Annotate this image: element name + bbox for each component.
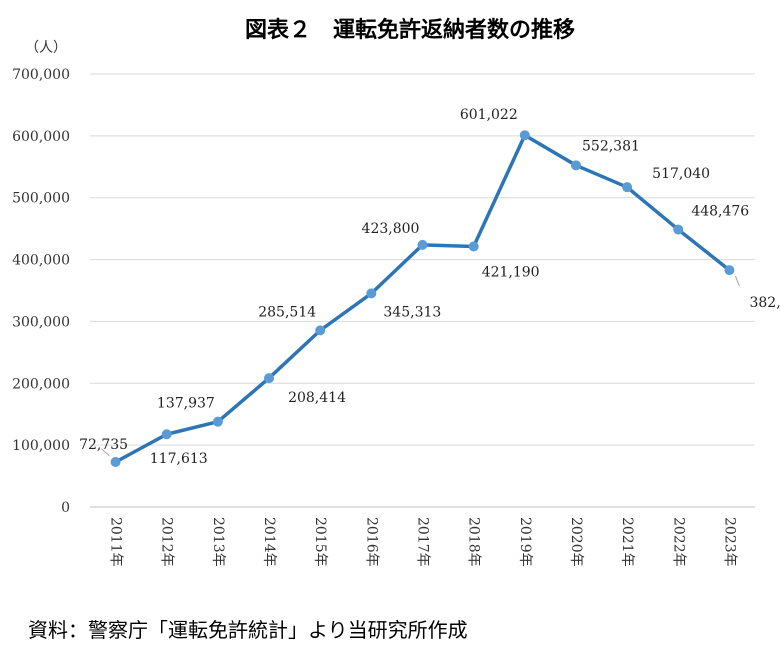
x-tick-label: 2019年 — [517, 517, 533, 567]
y-tick-label: 600,000 — [12, 129, 70, 145]
data-label: 117,613 — [150, 451, 208, 467]
data-point — [417, 239, 428, 250]
x-tick-label: 2014年 — [261, 517, 277, 567]
data-label: 345,313 — [383, 304, 441, 320]
data-point — [161, 429, 172, 440]
data-point — [264, 373, 275, 384]
y-tick-label: 400,000 — [12, 253, 70, 269]
series-line — [110, 130, 735, 468]
data-point — [622, 182, 633, 193]
y-tick-label: 200,000 — [12, 376, 70, 392]
data-label: 208,414 — [288, 390, 346, 406]
x-tick-label: 2013年 — [210, 517, 226, 567]
y-tick-label: 300,000 — [12, 314, 70, 330]
series-line-path — [114, 133, 731, 464]
data-label: 423,800 — [362, 221, 420, 237]
data-point — [110, 457, 121, 468]
data-label: 137,937 — [157, 396, 215, 412]
x-tick-label: 2015年 — [312, 517, 328, 567]
y-tick-label: 0 — [61, 500, 70, 516]
data-label: 285,514 — [258, 304, 316, 320]
data-point — [570, 160, 581, 171]
label-leader-line — [734, 275, 740, 287]
data-point — [212, 416, 223, 427]
data-label: 601,022 — [460, 107, 518, 123]
x-tick-label: 2021年 — [619, 517, 635, 567]
data-labels: 72,735 117,613 137,937 208,414 285,514 345,31… — [79, 107, 780, 467]
gridlines — [90, 73, 755, 508]
data-label: 552,381 — [582, 138, 640, 154]
label-leader-line — [101, 448, 110, 457]
x-tick-label: 2016年 — [363, 517, 379, 567]
data-point — [315, 325, 326, 336]
data-point — [468, 241, 479, 252]
source-note: 資料：警察庁「運転免許統計」より当研究所作成 — [28, 618, 468, 642]
x-tick-label: 2020年 — [568, 517, 584, 567]
data-point — [519, 130, 530, 141]
data-label: 517,040 — [652, 166, 710, 182]
chart-title: 図表２ 運転免許返納者数の推移 — [245, 17, 575, 43]
x-tick-label: 2022年 — [670, 517, 686, 567]
data-point — [724, 265, 735, 276]
x-axis-ticks: 2011年 2012年 2013年 2014年 2015年 2016年 2017年 2018年… — [108, 517, 738, 567]
x-tick-label: 2018年 — [466, 517, 482, 567]
data-point — [673, 224, 684, 235]
data-label: 448,476 — [691, 204, 749, 220]
y-tick-label: 700,000 — [12, 67, 70, 83]
data-label: 72,735 — [79, 437, 128, 453]
x-tick-label: 2017年 — [415, 517, 431, 567]
x-tick-label: 2011年 — [108, 517, 124, 567]
x-tick-label: 2023年 — [721, 517, 737, 567]
y-axis-ticks: 0 100,000 200,000 300,000 400,000 500,000 600,… — [12, 67, 70, 516]
y-axis-unit-label: （人） — [25, 40, 67, 56]
data-point — [366, 288, 377, 299]
data-label: 421,190 — [482, 264, 540, 280]
x-tick-label: 2012年 — [159, 517, 175, 567]
data-label: 382,957 — [749, 295, 780, 311]
y-tick-label: 500,000 — [12, 191, 70, 207]
y-tick-label: 100,000 — [12, 438, 70, 454]
